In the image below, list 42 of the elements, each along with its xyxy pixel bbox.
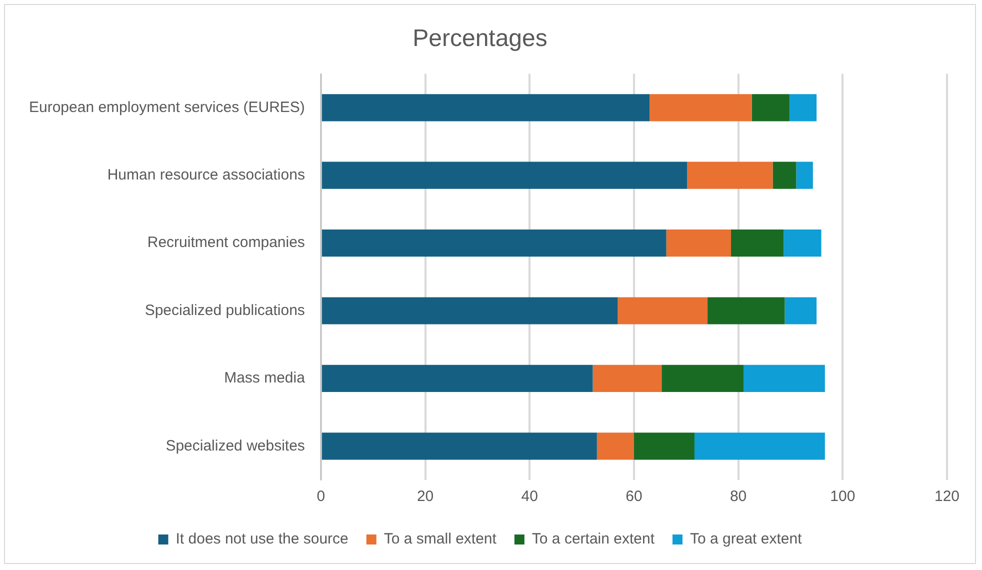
bar — [784, 230, 822, 257]
x-tick-label: 100 — [830, 488, 856, 506]
bar — [650, 94, 752, 122]
bar — [322, 297, 618, 324]
legend-label: It does not use the source — [176, 530, 348, 548]
bar — [744, 364, 825, 392]
bar — [784, 297, 817, 324]
x-tick-label: 20 — [416, 488, 434, 506]
legend-label: To a great extent — [690, 530, 803, 548]
bar — [322, 162, 688, 189]
bar — [731, 230, 784, 257]
y-tick-label: Specialized websites — [166, 437, 305, 454]
x-tick-label: 0 — [316, 488, 326, 506]
bar — [694, 432, 825, 460]
bar — [662, 364, 744, 392]
x-tick-label: 40 — [521, 488, 538, 506]
bar — [752, 94, 790, 122]
bar — [322, 364, 593, 392]
y-tick-label: Human resource associations — [107, 166, 305, 184]
bar — [322, 432, 597, 460]
y-tick-label: European employment services (EURES) — [28, 98, 305, 116]
legend-label: To a small extent — [384, 530, 498, 548]
x-tick-label: 60 — [626, 488, 642, 506]
bar — [322, 94, 650, 122]
bar — [789, 94, 817, 122]
bar — [322, 230, 666, 257]
bar — [708, 297, 785, 324]
legend-label: To a certain extent — [532, 530, 656, 548]
x-tick-label: 120 — [934, 488, 960, 506]
bar — [618, 297, 708, 324]
chart-title: Percentages — [412, 25, 548, 52]
y-tick-label: Mass media — [224, 370, 306, 387]
x-tick-label: 80 — [730, 488, 747, 506]
bar — [772, 162, 796, 189]
y-tick-label: Specialized publications — [144, 302, 305, 319]
bar — [596, 432, 634, 460]
bar — [796, 162, 813, 189]
bar — [687, 162, 773, 189]
bar — [634, 432, 694, 460]
bar — [666, 230, 732, 257]
y-tick-label: Recruitment companies — [147, 234, 305, 252]
bar — [592, 364, 662, 392]
